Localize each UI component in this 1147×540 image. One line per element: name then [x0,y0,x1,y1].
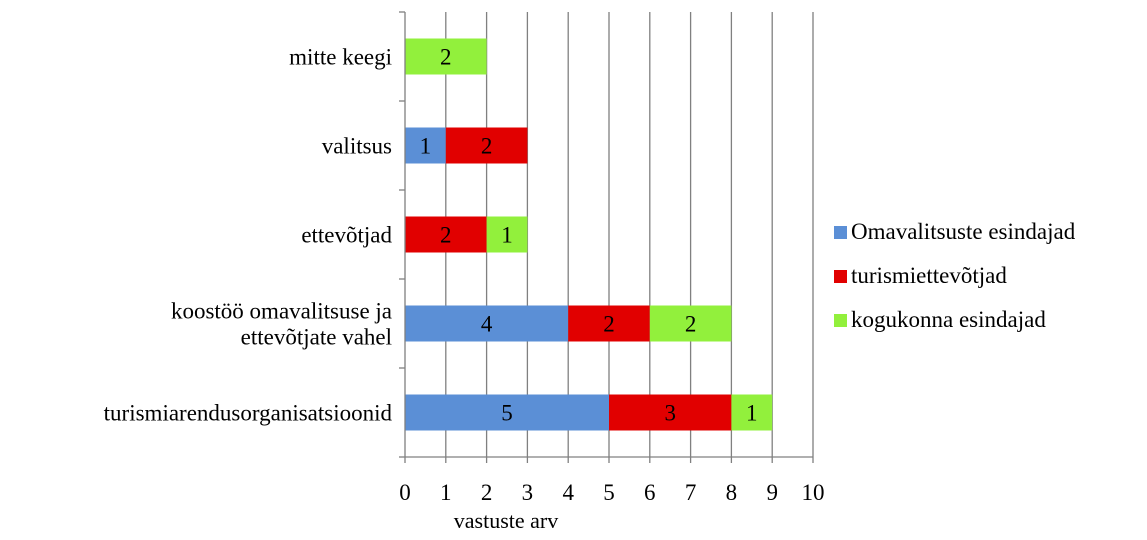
bar-segment [731,394,773,431]
bar-segment [568,305,650,342]
labels: 5 3 1 turismiarendusorganisatsioonid 4 2 2 koos… [104,45,758,426]
x-tick-label: 9 [766,480,778,505]
legend-label: Omavalitsuste esindajad [851,219,1076,244]
bars [405,38,773,431]
x-tick-label: 6 [644,480,656,505]
bar-segment [486,216,528,253]
data-label: 2 [440,45,452,70]
category-label: ettevõtjad [301,223,392,248]
data-label: 5 [501,401,513,426]
legend-swatch [834,270,847,283]
x-axis-title: vastuste arv [454,508,558,533]
legend-label: kogukonna esindajad [851,307,1046,332]
bar-segment [405,216,487,253]
category-label: turismiarendusorganisatsioonid [104,401,393,426]
legend: Omavalitsuste esindajad turismiettevõtjad… [834,219,1076,332]
bar-segment [445,127,528,164]
data-label: 1 [746,401,758,426]
data-label: 2 [481,134,493,159]
grid [445,12,814,457]
category-label: mitte keegi [289,45,392,70]
x-tick-label: 4 [562,480,574,505]
bar-segment [405,127,446,164]
x-tick-label: 0 [399,480,411,505]
legend-swatch [834,314,847,327]
x-tick-label: 7 [685,480,697,505]
bar-segment [405,38,487,75]
axes: 0 1 2 3 4 5 6 7 8 9 10 [399,11,825,505]
x-tick-label: 3 [522,480,534,505]
data-label: 4 [481,312,493,337]
bar-segment [649,305,732,342]
data-label: 1 [501,223,513,248]
legend-label: turismiettevõtjad [851,263,1007,288]
bar-segment [405,305,569,342]
bar-segment [405,394,609,431]
x-tick-label: 8 [726,480,738,505]
x-tick-label: 10 [802,480,825,505]
legend-swatch [834,226,847,239]
category-label: valitsus [322,134,392,159]
category-label: ettevõtjate vahel [241,325,392,350]
x-tick-label: 5 [603,480,615,505]
data-label: 2 [603,312,615,337]
data-label: 3 [664,401,676,426]
data-label: 2 [440,223,452,248]
x-tick-label: 1 [440,480,452,505]
bar-segment [609,394,732,431]
category-label: koostöö omavalitsuse ja [171,299,392,324]
data-label: 1 [420,134,432,159]
data-label: 2 [685,312,697,337]
x-tick-label: 2 [481,480,493,505]
